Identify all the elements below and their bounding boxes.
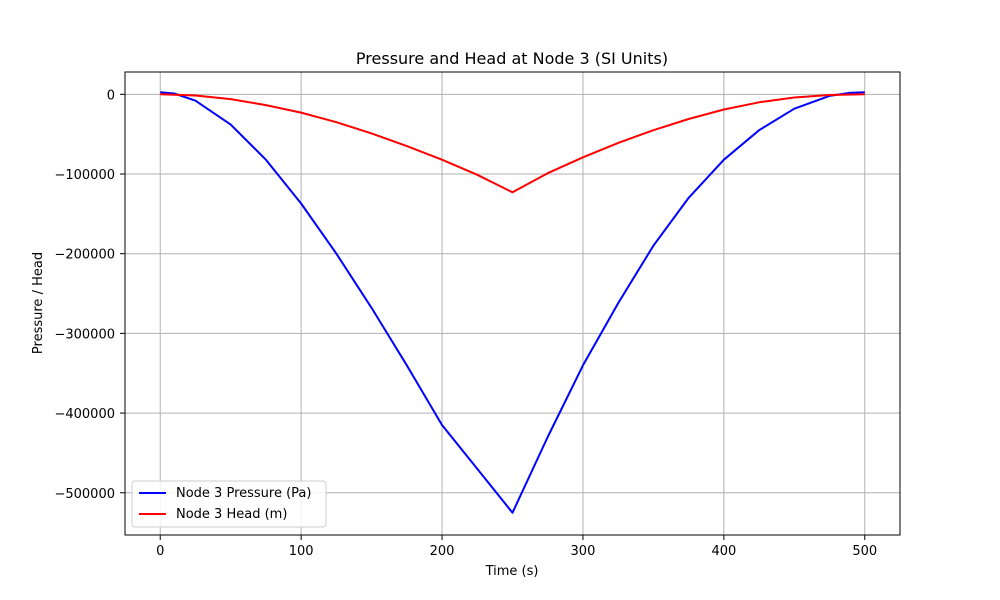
x-tick-label: 0 — [156, 544, 164, 559]
legend-label-pressure: Node 3 Pressure (Pa) — [176, 486, 311, 501]
series-line-pressure — [160, 91, 865, 514]
x-tick-label: 300 — [571, 544, 596, 559]
x-tick-label: 100 — [289, 544, 314, 559]
y-tick-label: 0 — [107, 88, 115, 103]
x-tick-label: 400 — [711, 544, 736, 559]
plot-frame — [124, 71, 901, 536]
y-tick-label: −100000 — [54, 168, 115, 183]
legend: Node 3 Pressure (Pa) Node 3 Head (m) — [131, 480, 327, 528]
series-line-head — [160, 93, 865, 194]
y-axis-label: Pressure / Head — [31, 252, 46, 354]
y-axis-ticks: 0 −100000 −200000 −300000 −400000 −500000 — [54, 88, 125, 502]
chart-title: Pressure and Head at Node 3 (SI Units) — [356, 49, 668, 68]
x-axis-label: Time (s) — [485, 564, 539, 579]
y-tick-label: −500000 — [54, 487, 115, 502]
x-axis-ticks: 0 100 200 300 400 500 — [156, 535, 877, 559]
y-tick-label: −200000 — [54, 248, 115, 263]
legend-box — [131, 480, 327, 528]
x-tick-label: 200 — [430, 544, 455, 559]
legend-label-head: Node 3 Head (m) — [176, 507, 287, 522]
y-tick-label: −300000 — [54, 327, 115, 342]
x-tick-label: 500 — [852, 544, 877, 559]
grid — [125, 72, 900, 535]
series-layer — [160, 91, 865, 514]
y-tick-label: −400000 — [54, 407, 115, 422]
